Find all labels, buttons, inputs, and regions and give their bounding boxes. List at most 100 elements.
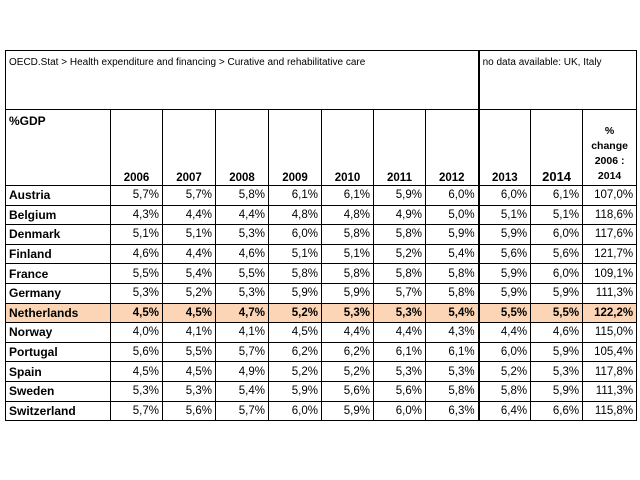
value-cell: 4,9% xyxy=(215,361,269,382)
year-header: 2008 xyxy=(215,109,269,186)
change-header: % change 2006 : 2014 xyxy=(582,109,638,186)
value-cell: 4,1% xyxy=(162,322,216,343)
change-cell: 111,3% xyxy=(582,380,638,402)
row-label: Denmark xyxy=(5,224,111,245)
value-cell: 5,6% xyxy=(321,380,374,402)
value-cell: 5,1% xyxy=(268,243,322,265)
value-cell: 6,1% xyxy=(268,185,322,206)
value-cell: 5,6% xyxy=(110,341,163,363)
value-cell: 5,9% xyxy=(321,400,374,422)
value-cell: 5,9% xyxy=(321,282,374,304)
value-cell: 5,3% xyxy=(321,302,374,324)
value-cell: 5,3% xyxy=(373,361,426,382)
change-cell: 105,4% xyxy=(582,341,638,363)
value-cell: 5,8% xyxy=(321,224,374,245)
table-body: OECD.Stat > Health expenditure and finan… xyxy=(4,50,638,422)
value-cell: 4,3% xyxy=(110,204,163,226)
change-cell: 107,0% xyxy=(582,185,638,206)
value-cell: 5,9% xyxy=(373,185,426,206)
data-row: Portugal 5,6% 5,5% 5,7% 6,2% 6,2% 6,1% 6,1% 6,0%… xyxy=(5,341,638,363)
value-cell: 5,5% xyxy=(215,263,269,284)
value-cell: 6,0% xyxy=(530,263,584,284)
row-label: Sweden xyxy=(5,380,111,402)
value-cell: 5,1% xyxy=(477,204,532,226)
row-label: Germany xyxy=(5,282,111,304)
value-cell: 5,8% xyxy=(373,263,426,284)
change-cell: 109,1% xyxy=(582,263,638,284)
value-cell: 6,0% xyxy=(424,185,480,206)
value-cell: 4,5% xyxy=(162,302,216,324)
value-cell: 5,4% xyxy=(215,380,269,402)
value-cell: 5,6% xyxy=(530,243,584,265)
data-row: Germany 5,3% 5,2% 5,3% 5,9% 5,9% 5,7% 5,8% 5,9% 5… xyxy=(5,282,638,304)
data-row: Norway 4,0% 4,1% 4,1% 4,5% 4,4% 4,4% 4,3% 4,4% 4,… xyxy=(5,322,638,343)
value-cell: 6,2% xyxy=(268,341,322,363)
value-cell: 4,4% xyxy=(162,243,216,265)
change-cell: 117,8% xyxy=(582,361,638,382)
year-header: 2011 xyxy=(373,109,426,186)
value-cell: 5,8% xyxy=(268,263,322,284)
value-cell: 5,3% xyxy=(373,302,426,324)
value-cell: 5,7% xyxy=(110,185,163,206)
value-cell: 5,8% xyxy=(424,263,480,284)
value-cell: 5,9% xyxy=(477,263,532,284)
change-header-line: change xyxy=(591,140,628,152)
value-cell: 5,9% xyxy=(530,380,584,402)
value-cell: 5,8% xyxy=(321,263,374,284)
value-cell: 5,1% xyxy=(162,224,216,245)
change-cell: 117,6% xyxy=(582,224,638,245)
row-label: Spain xyxy=(5,361,111,382)
value-cell: 6,0% xyxy=(477,185,532,206)
value-cell: 5,9% xyxy=(268,282,322,304)
value-cell: 5,1% xyxy=(321,243,374,265)
data-row: Denmark 5,1% 5,1% 5,3% 6,0% 5,8% 5,8% 5,9% 5,9% 6… xyxy=(5,224,638,245)
value-cell: 4,1% xyxy=(215,322,269,343)
value-cell: 5,7% xyxy=(110,400,163,422)
value-cell: 6,1% xyxy=(530,185,584,206)
value-cell: 5,9% xyxy=(424,224,480,245)
change-cell: 122,2% xyxy=(582,302,638,324)
data-row: Netherlands 4,5% 4,5% 4,7% 5,2% 5,3% 5,3% 5,4% 5… xyxy=(5,302,638,324)
year-header: 2013 xyxy=(477,109,532,186)
value-cell: 5,2% xyxy=(162,282,216,304)
value-cell: 4,5% xyxy=(162,361,216,382)
value-cell: 5,7% xyxy=(162,185,216,206)
value-cell: 4,4% xyxy=(477,322,532,343)
value-cell: 6,3% xyxy=(424,400,480,422)
value-cell: 6,0% xyxy=(268,224,322,245)
value-cell: 4,7% xyxy=(215,302,269,324)
value-cell: 5,3% xyxy=(530,361,584,382)
value-cell: 5,8% xyxy=(424,282,480,304)
row-label: Norway xyxy=(5,322,111,343)
change-header-line: % xyxy=(604,125,615,137)
row-label: Austria xyxy=(5,185,111,206)
value-cell: 6,0% xyxy=(477,341,532,363)
row-label: Finland xyxy=(5,243,111,265)
value-cell: 4,9% xyxy=(373,204,426,226)
source-title: OECD.Stat > Health expenditure and finan… xyxy=(4,50,480,110)
data-row: Belgium 4,3% 4,4% 4,4% 4,8% 4,8% 4,9% 5,0% 5,1% 5… xyxy=(5,204,638,226)
row-label: France xyxy=(5,263,111,284)
change-cell: 121,7% xyxy=(582,243,638,265)
value-cell: 5,5% xyxy=(162,341,216,363)
data-row: Spain 4,5% 4,5% 4,9% 5,2% 5,2% 5,3% 5,3% 5,2% 5,3… xyxy=(5,361,638,382)
value-cell: 6,6% xyxy=(530,400,584,422)
row-label: Switzerland xyxy=(5,400,111,422)
year-header: 2012 xyxy=(424,109,480,186)
value-cell: 4,4% xyxy=(162,204,216,226)
value-cell: 5,2% xyxy=(477,361,532,382)
value-cell: 5,5% xyxy=(530,302,584,324)
header-row: %GDP 2006 2007 2008 2009 2010 2011 2012 2013 2014… xyxy=(5,109,638,186)
value-cell: 5,7% xyxy=(215,341,269,363)
change-cell: 111,3% xyxy=(582,282,638,304)
value-cell: 6,0% xyxy=(530,224,584,245)
value-cell: 5,5% xyxy=(110,263,163,284)
value-cell: 5,3% xyxy=(215,282,269,304)
value-cell: 4,4% xyxy=(321,322,374,343)
value-cell: 5,6% xyxy=(162,400,216,422)
value-cell: 5,1% xyxy=(110,224,163,245)
value-cell: 5,8% xyxy=(215,185,269,206)
row-label: Netherlands xyxy=(5,302,111,324)
value-cell: 6,2% xyxy=(321,341,374,363)
